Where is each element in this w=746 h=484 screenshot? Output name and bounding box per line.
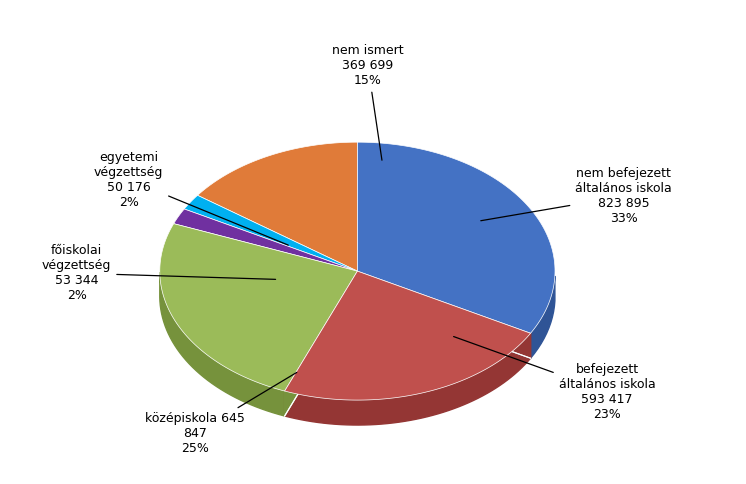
Polygon shape bbox=[357, 271, 530, 358]
Text: nem ismert
369 699
15%: nem ismert 369 699 15% bbox=[332, 44, 404, 160]
Polygon shape bbox=[530, 276, 555, 358]
Polygon shape bbox=[198, 142, 357, 271]
Text: nem befejezett
általános iskola
823 895
33%: nem befejezett általános iskola 823 895 … bbox=[480, 167, 672, 225]
Polygon shape bbox=[357, 271, 530, 358]
Polygon shape bbox=[285, 271, 530, 400]
Polygon shape bbox=[160, 272, 285, 416]
Text: középiskola 645
847
25%: középiskola 645 847 25% bbox=[145, 372, 297, 455]
Polygon shape bbox=[357, 142, 555, 333]
Text: befejezett
általános iskola
593 417
23%: befejezett általános iskola 593 417 23% bbox=[454, 336, 656, 421]
Polygon shape bbox=[285, 271, 357, 416]
Polygon shape bbox=[184, 196, 357, 271]
Text: egyetemi
végzettség
50 176
2%: egyetemi végzettség 50 176 2% bbox=[94, 151, 288, 245]
Polygon shape bbox=[160, 224, 357, 391]
Polygon shape bbox=[174, 209, 357, 271]
Polygon shape bbox=[285, 271, 357, 416]
Polygon shape bbox=[285, 333, 530, 425]
Text: főiskolai
végzettség
53 344
2%: főiskolai végzettség 53 344 2% bbox=[42, 244, 275, 302]
